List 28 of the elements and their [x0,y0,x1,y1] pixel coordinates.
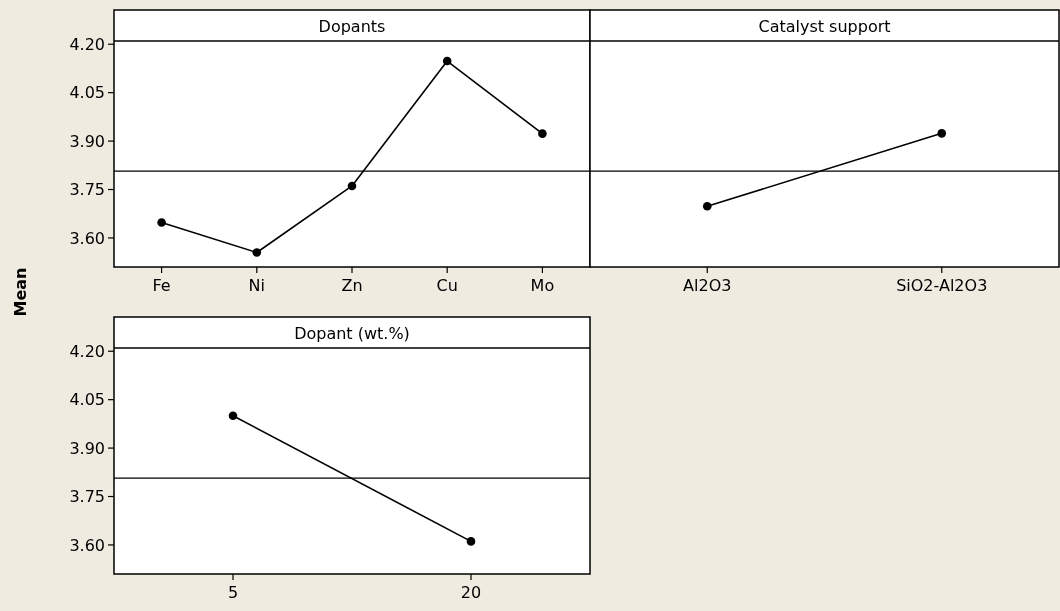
y-tick-label: 4.05 [69,390,105,410]
y-tick-label: 3.75 [69,180,105,200]
x-tick-label: Fe [152,276,171,295]
point [252,248,262,257]
y-tick-label: 3.90 [69,131,105,151]
x-tick-label: Cu [436,276,458,295]
point [538,129,547,138]
y-tick-label: 3.90 [69,438,105,458]
x-tick-label: Mo [530,276,555,295]
x-tick-label: SiO2-Al2O3 [896,276,988,295]
y-tick-label: 4.05 [69,83,105,103]
y-tick-label: 3.60 [69,535,105,555]
y-tick-label: 3.60 [69,228,105,248]
x-tick-label: Al2O3 [683,276,732,295]
x-tick-label: Zn [341,276,363,295]
x-tick-label: 5 [227,583,239,602]
chart-title: Catalyst support [758,17,891,36]
point [347,181,357,191]
x-tick-label: Ni [248,276,266,295]
chart-title: Dopants [318,17,386,36]
y-tick-label: 4.20 [69,34,105,54]
point [157,218,166,227]
y-tick-label: 4.20 [69,341,105,361]
x-tick-label: 20 [460,583,482,602]
point [442,56,452,66]
chart-title: Dopant (wt.%) [294,324,410,343]
y-axis-title: Mean [11,267,30,317]
y-tick-label: 3.75 [69,487,105,507]
